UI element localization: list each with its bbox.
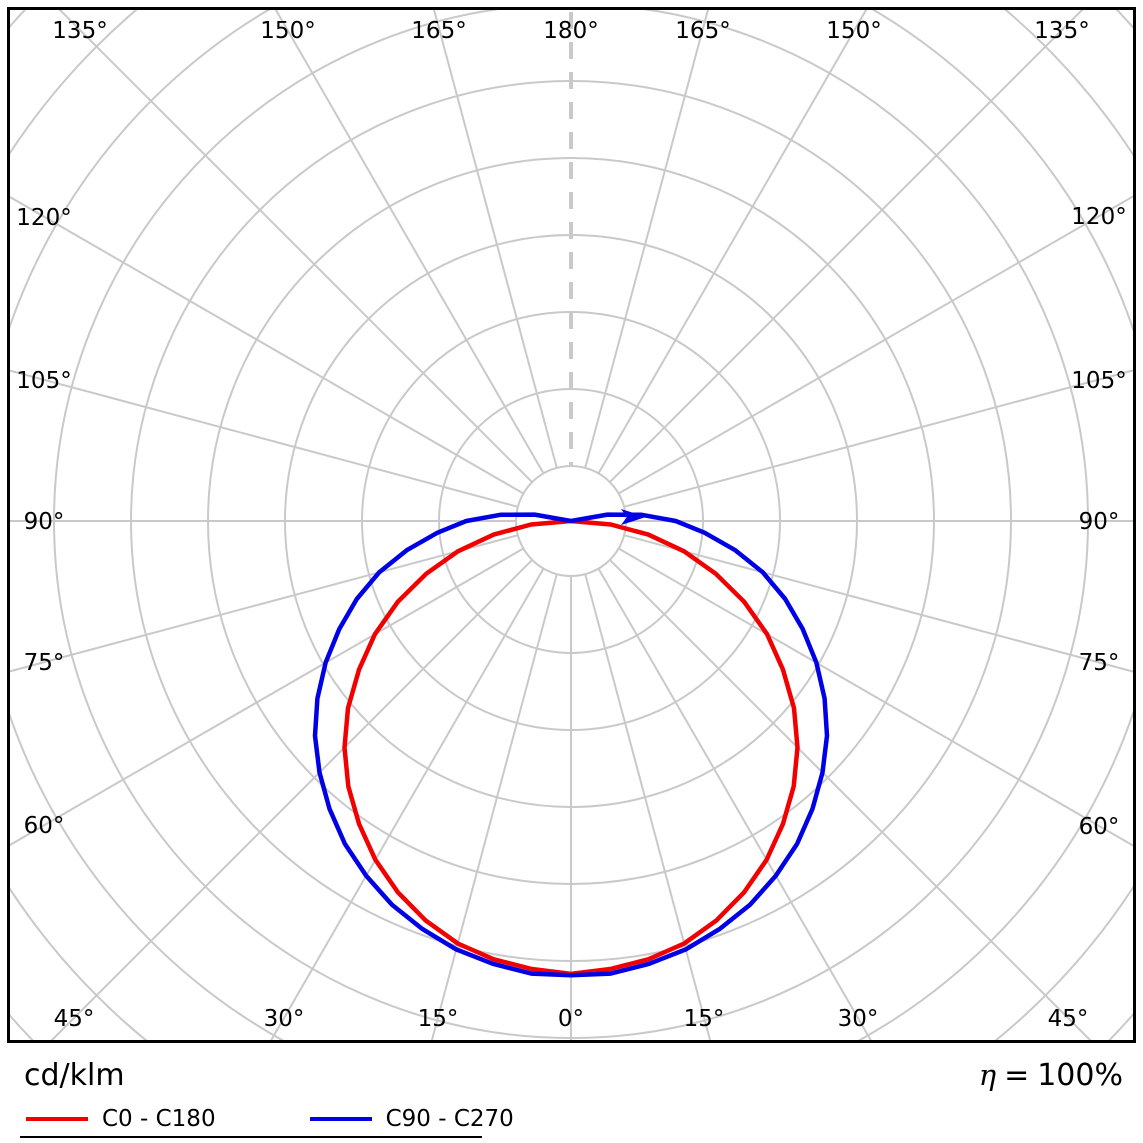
chart-footer: cd/klm η = 100% [24, 1056, 1123, 1094]
angle-tick-label: 90° [1079, 509, 1120, 535]
angle-tick-label: 45° [54, 1006, 95, 1032]
grid-radial-line [609, 10, 1084, 483]
angle-tick-label: 30° [838, 1006, 879, 1032]
angle-tick-label: 60° [24, 813, 65, 839]
grid-radial-line [597, 568, 872, 1040]
efficiency-equals: = [1004, 1058, 1030, 1093]
angle-tick-label: 15° [418, 1006, 459, 1032]
legend-item-c90-c270: C90 - C270 [308, 1104, 514, 1134]
grid-radial-line [58, 10, 533, 483]
legend-line-c0-c180-icon [26, 1117, 88, 1121]
grid-radial-line [609, 559, 1092, 1040]
chart-legend: C0 - C180 C90 - C270 [24, 1104, 514, 1134]
grid-radial-line [623, 369, 1133, 508]
legend-item-c0-c180: C0 - C180 [24, 1104, 216, 1134]
angle-tick-label: 135° [1034, 18, 1089, 44]
angle-tick-label: 105° [16, 368, 71, 394]
angle-tick-label: 45° [1048, 1006, 1089, 1032]
angle-tick-label: 105° [1071, 368, 1126, 394]
unit-label: cd/klm [24, 1058, 125, 1093]
grid-radial-line [10, 369, 519, 508]
angle-tick-label: 135° [52, 18, 107, 44]
grid-radial-line [274, 10, 545, 474]
polar-grid [10, 10, 1133, 1040]
legend-label-c0-c180: C0 - C180 [102, 1106, 216, 1132]
grid-radial-line [433, 10, 558, 469]
angle-tick-label: 165° [411, 18, 466, 44]
eta-symbol: η [978, 1058, 997, 1092]
angle-tick-label: 165° [675, 18, 730, 44]
angle-tick-label: 15° [684, 1006, 725, 1032]
angle-tick-label: 150° [260, 18, 315, 44]
angle-tick-label: 75° [1079, 650, 1120, 676]
efficiency-value: 100% [1037, 1058, 1123, 1093]
angle-tick-label: 0° [558, 1006, 584, 1032]
angle-tick-label: 120° [1071, 204, 1126, 230]
chart-frame [7, 7, 1136, 1043]
angle-tick-label: 90° [24, 509, 65, 535]
grid-radial-line [430, 573, 558, 1040]
grid-radial-line [270, 568, 545, 1040]
legend-line-c90-c270-icon [309, 1117, 372, 1121]
angle-tick-label: 180° [543, 18, 598, 44]
grid-radial-line [10, 547, 524, 847]
grid-radial-line [10, 195, 524, 495]
legend-underline [20, 1136, 482, 1138]
efficiency-label: η = 100% [979, 1056, 1123, 1095]
curve-c90-c270 [312, 512, 830, 978]
grid-radial-line [50, 559, 533, 1040]
angle-tick-label: 75° [24, 650, 65, 676]
angle-tick-label: 60° [1079, 814, 1120, 840]
grid-radial-line [618, 195, 1133, 495]
grid-radial-line [584, 573, 712, 1040]
grid-radial-line [584, 10, 709, 469]
angle-tick-label: 150° [826, 18, 881, 44]
legend-label-c90-c270: C90 - C270 [385, 1106, 514, 1132]
angle-tick-label: 30° [264, 1006, 305, 1032]
angle-tick-label: 120° [16, 205, 71, 231]
grid-radial-line [618, 547, 1133, 847]
curve-direction-arrow-icon [621, 509, 646, 525]
grid-radial-line [597, 10, 868, 474]
polar-chart-canvas: 0° 15° 15° 30° 30° 45° 45° 60° 60° 75° 75° 90° 90° 10… [7, 7, 1136, 1043]
